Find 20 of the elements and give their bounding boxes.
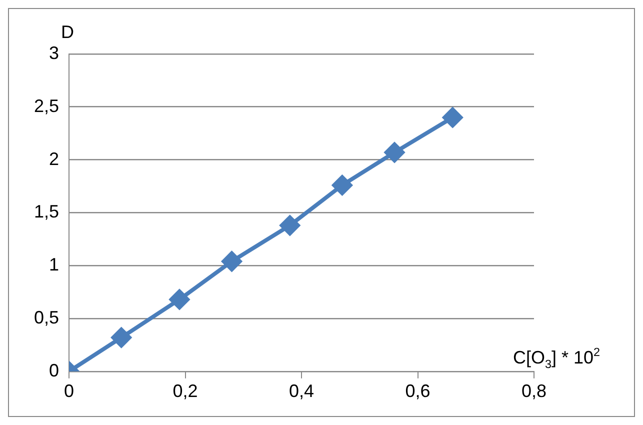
- y-tick-label: 2,5: [34, 96, 60, 116]
- y-axis-title: D: [61, 22, 74, 42]
- y-tick-label: 2: [49, 148, 60, 169]
- x-tick-label: 0,2: [172, 381, 198, 402]
- y-tick-label: 1,5: [34, 202, 60, 222]
- x-tick-label: 0,8: [521, 381, 547, 402]
- point: [280, 215, 300, 236]
- y-tick-label: 0,5: [34, 307, 60, 328]
- point: [384, 142, 405, 162]
- x-tick-label: 0,4: [288, 381, 314, 402]
- point: [332, 175, 352, 196]
- x-tick-label: 0: [64, 381, 74, 402]
- point: [222, 251, 242, 272]
- y-tick-label: 1: [49, 254, 60, 275]
- point: [169, 289, 190, 310]
- x-tick-label: 0,6: [405, 381, 430, 402]
- y-tick-label: 0: [49, 360, 60, 380]
- point: [442, 107, 463, 128]
- point: [111, 328, 132, 348]
- y-tick-label: 3: [49, 42, 60, 63]
